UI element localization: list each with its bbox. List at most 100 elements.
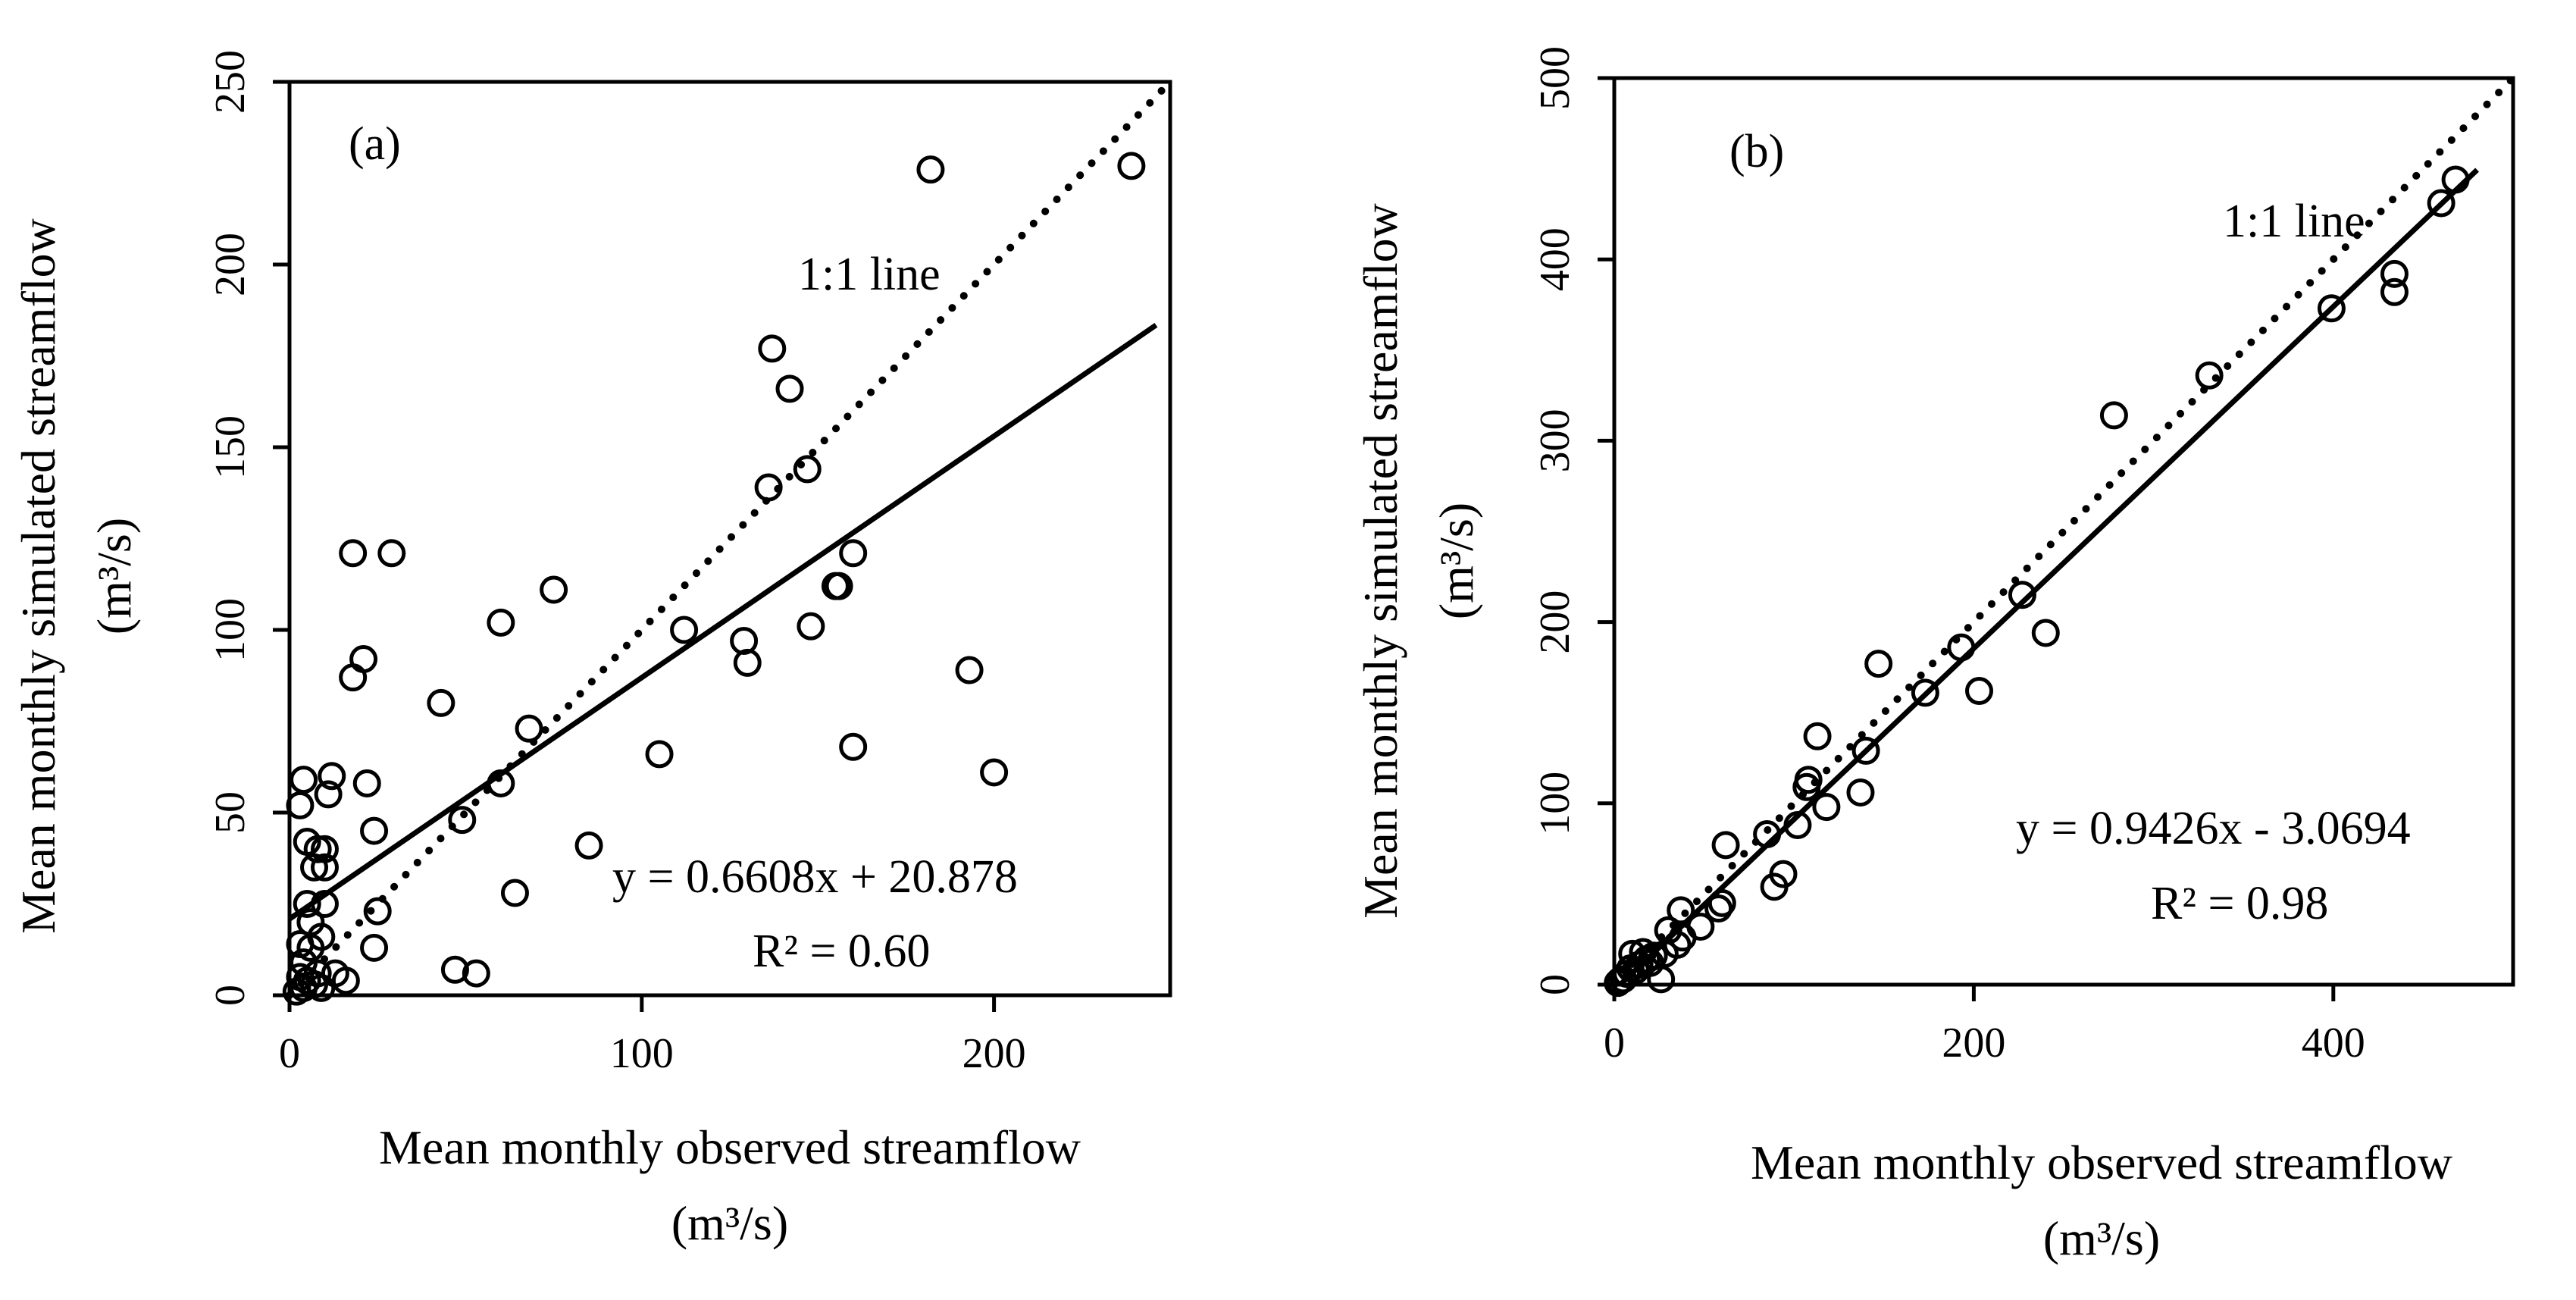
data-point <box>670 616 699 644</box>
data-point <box>1711 831 1740 860</box>
data-point <box>1911 678 1939 707</box>
data-point <box>1707 888 1736 917</box>
data-point <box>1704 894 1733 923</box>
y-tick-label: 300 <box>1532 409 1579 472</box>
plot-frame <box>1612 76 2515 987</box>
y-tick-label: 0 <box>207 985 254 1006</box>
data-point <box>1792 772 1821 801</box>
tick-labels: 0 200 400 0 100 200 300 400 500 <box>1532 46 2365 1067</box>
data-point <box>448 806 477 835</box>
x-tick-label: 0 <box>279 1030 300 1077</box>
y-tick-label: 200 <box>1532 590 1579 654</box>
panel-label: (b) <box>1729 126 1784 177</box>
regression-equation: y = 0.9426x - 3.0694 <box>2016 803 2411 854</box>
data-point <box>1618 939 1647 968</box>
data-point <box>1632 945 1661 974</box>
r-squared-label: R² = 0.60 <box>753 926 930 977</box>
data-point <box>980 758 1009 787</box>
data-point <box>360 816 389 845</box>
data-point <box>1667 896 1695 925</box>
data-point <box>733 648 762 677</box>
data-point <box>2008 581 2036 609</box>
data-point <box>2380 259 2409 288</box>
y-tick-label: 400 <box>1532 227 1579 291</box>
one-to-one-line <box>1610 74 2517 988</box>
data-point <box>793 455 822 484</box>
data-point <box>1812 793 1841 822</box>
data-point <box>839 732 868 761</box>
panel-b: 0 200 400 0 100 200 300 400 500 (b) 1:1 line y =… <box>1354 46 2517 1265</box>
y-tick-label: 100 <box>1532 772 1579 835</box>
x-tick-label: 0 <box>1604 1020 1625 1067</box>
data-point <box>2380 277 2409 306</box>
data-point <box>2099 401 2128 430</box>
data-point <box>427 688 455 717</box>
data-point <box>377 539 406 568</box>
one-to-one-line <box>286 78 1174 999</box>
data-point <box>1947 633 1976 662</box>
y-tick-label: 150 <box>207 415 254 479</box>
data-point <box>1851 736 1880 765</box>
y-tick-label: 100 <box>207 598 254 662</box>
data-point <box>1760 872 1789 901</box>
data-point <box>500 879 529 907</box>
data-point <box>1753 819 1782 848</box>
data-point <box>758 334 787 363</box>
data-point <box>282 977 311 1006</box>
data-point <box>1846 778 1875 807</box>
x-tick-label: 400 <box>2302 1020 2365 1067</box>
data-point <box>293 890 321 918</box>
data-point <box>2317 294 2346 323</box>
data-point <box>352 769 381 797</box>
data-point <box>303 835 332 863</box>
data-point <box>574 831 603 860</box>
x-axis-unit: (m³/s) <box>671 1196 788 1250</box>
data-point <box>286 791 315 819</box>
data-point <box>515 714 543 743</box>
data-point <box>1668 923 1697 952</box>
panel-label: (a) <box>349 118 401 170</box>
data-point <box>2427 189 2455 218</box>
y-tick-label: 50 <box>207 791 254 834</box>
one-to-one-label: 1:1 line <box>798 249 941 300</box>
data-point <box>1117 152 1146 180</box>
r-squared-label: R² = 0.98 <box>2151 878 2328 929</box>
x-tick-label: 200 <box>962 1030 1026 1077</box>
y-axis-title: Mean monthly simulated streamflow <box>11 218 65 934</box>
data-point <box>487 769 515 797</box>
data-point <box>363 897 392 926</box>
data-point <box>2441 165 2470 194</box>
regression-line <box>1618 168 2479 987</box>
data-point <box>487 608 515 637</box>
data-point <box>440 955 469 984</box>
x-tick-label: 100 <box>610 1030 674 1077</box>
data-point <box>825 572 853 600</box>
data-point <box>645 740 674 769</box>
y-axis-unit: (m³/s) <box>87 518 141 634</box>
y-tick-label: 0 <box>1532 974 1579 995</box>
data-point <box>339 663 368 692</box>
data-point <box>339 539 368 568</box>
data-point <box>797 612 825 641</box>
data-point <box>754 473 783 502</box>
data-point <box>314 780 343 809</box>
data-point <box>1803 722 1832 750</box>
data-point <box>296 933 325 962</box>
x-axis-title: Mean monthly observed streamflow <box>379 1120 1081 1174</box>
scatter-points <box>1604 165 2470 998</box>
y-tick-label: 500 <box>1532 46 1579 110</box>
data-point <box>775 374 804 403</box>
panel-a: 0 100 200 0 50 100 150 200 250 (a) 1:1 line y = … <box>11 50 1174 1250</box>
y-tick-label: 200 <box>207 233 254 296</box>
data-point <box>349 645 378 674</box>
data-point <box>955 656 984 684</box>
data-point <box>360 933 389 962</box>
y-axis-unit: (m³/s) <box>1429 503 1483 619</box>
x-axis-unit: (m³/s) <box>2043 1211 2160 1265</box>
data-point <box>462 959 490 988</box>
data-point <box>318 762 346 791</box>
data-point <box>2195 361 2224 390</box>
data-point <box>839 539 868 568</box>
